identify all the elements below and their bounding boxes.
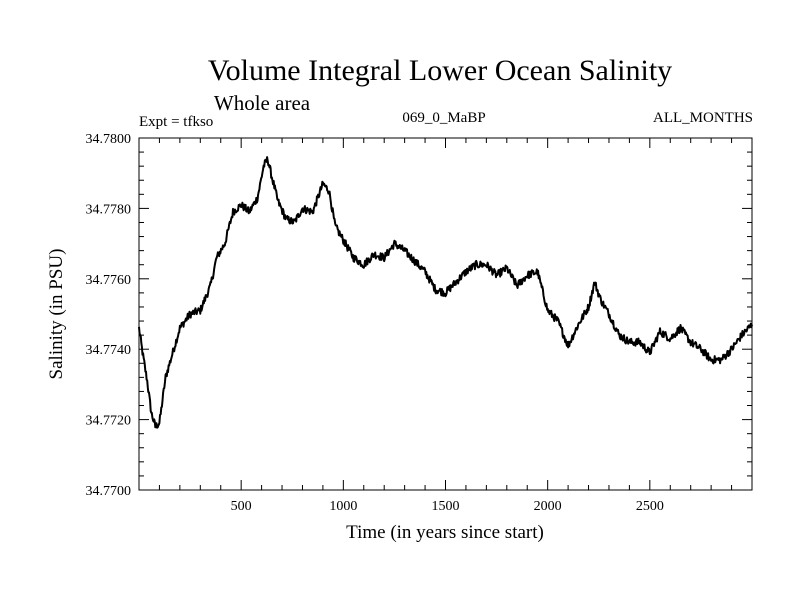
x-tick-label: 1500 [432,499,460,514]
y-tick-label: 34.7800 [86,132,132,147]
x-tick-label: 2500 [636,499,664,514]
y-tick-label: 34.7740 [86,343,132,358]
x-tick-label: 1000 [329,499,357,514]
x-tick-label: 500 [231,499,252,514]
x-axis-label: Time (in years since start) [346,522,544,543]
months-label: ALL_MONTHS [653,110,753,126]
series-line-salinity [138,156,753,429]
y-tick-label: 34.7780 [86,202,132,217]
y-tick-label: 34.7720 [86,414,132,429]
x-axis-ticks [158,138,733,490]
y-axis-label: Salinity (in PSU) [46,249,67,380]
y-tick-label: 34.7700 [86,484,132,499]
x-axis-tick-labels: 500 1000 1500 2000 2500 [231,499,664,514]
x-tick-label: 2000 [534,499,562,514]
expt-label: Expt = tfkso [139,114,213,130]
y-tick-label: 34.7760 [86,273,132,288]
run-label: 069_0_MaBP [402,110,485,126]
y-axis-ticks [139,137,752,491]
y-axis-tick-labels: 34.7700 34.7720 34.7740 34.7760 34.7780 34.78… [86,132,132,499]
chart-subtitle: Whole area [214,91,311,115]
chart-title: Volume Integral Lower Ocean Salinity [208,54,672,87]
plot-frame [138,137,753,491]
